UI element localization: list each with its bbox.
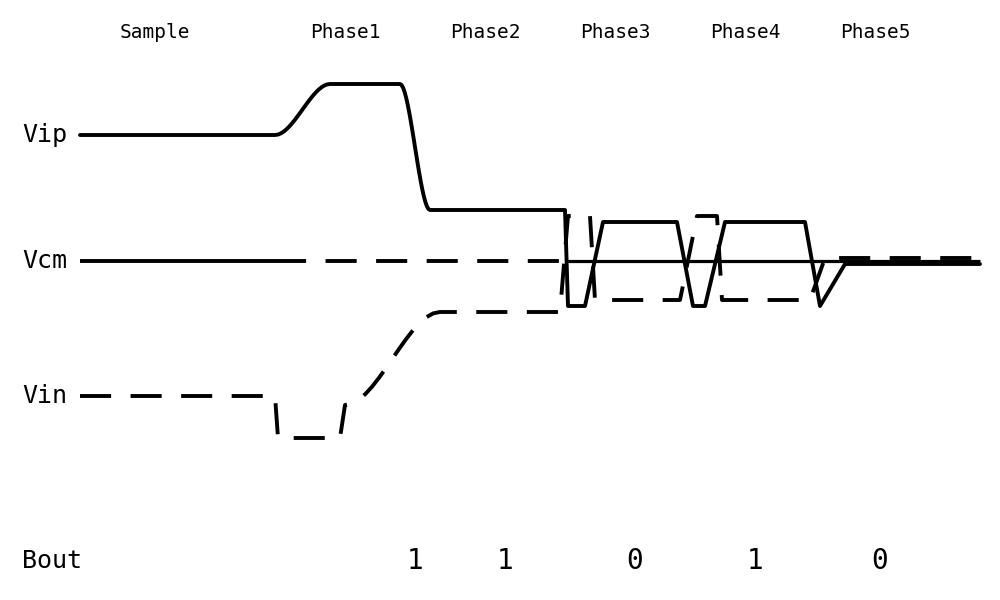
Text: Vin: Vin [22, 384, 67, 408]
Text: 0: 0 [627, 547, 643, 575]
Text: Vip: Vip [22, 123, 67, 147]
Text: 0: 0 [872, 547, 888, 575]
Text: Vcm: Vcm [22, 249, 67, 273]
Text: 1: 1 [747, 547, 763, 575]
Text: Sample: Sample [120, 23, 190, 43]
Text: Phase5: Phase5 [840, 23, 910, 43]
Text: Phase2: Phase2 [450, 23, 520, 43]
Text: Phase1: Phase1 [310, 23, 380, 43]
Text: Phase3: Phase3 [580, 23, 650, 43]
Text: Phase4: Phase4 [710, 23, 780, 43]
Text: Bout: Bout [22, 549, 82, 573]
Text: 1: 1 [497, 547, 513, 575]
Text: 1: 1 [407, 547, 423, 575]
